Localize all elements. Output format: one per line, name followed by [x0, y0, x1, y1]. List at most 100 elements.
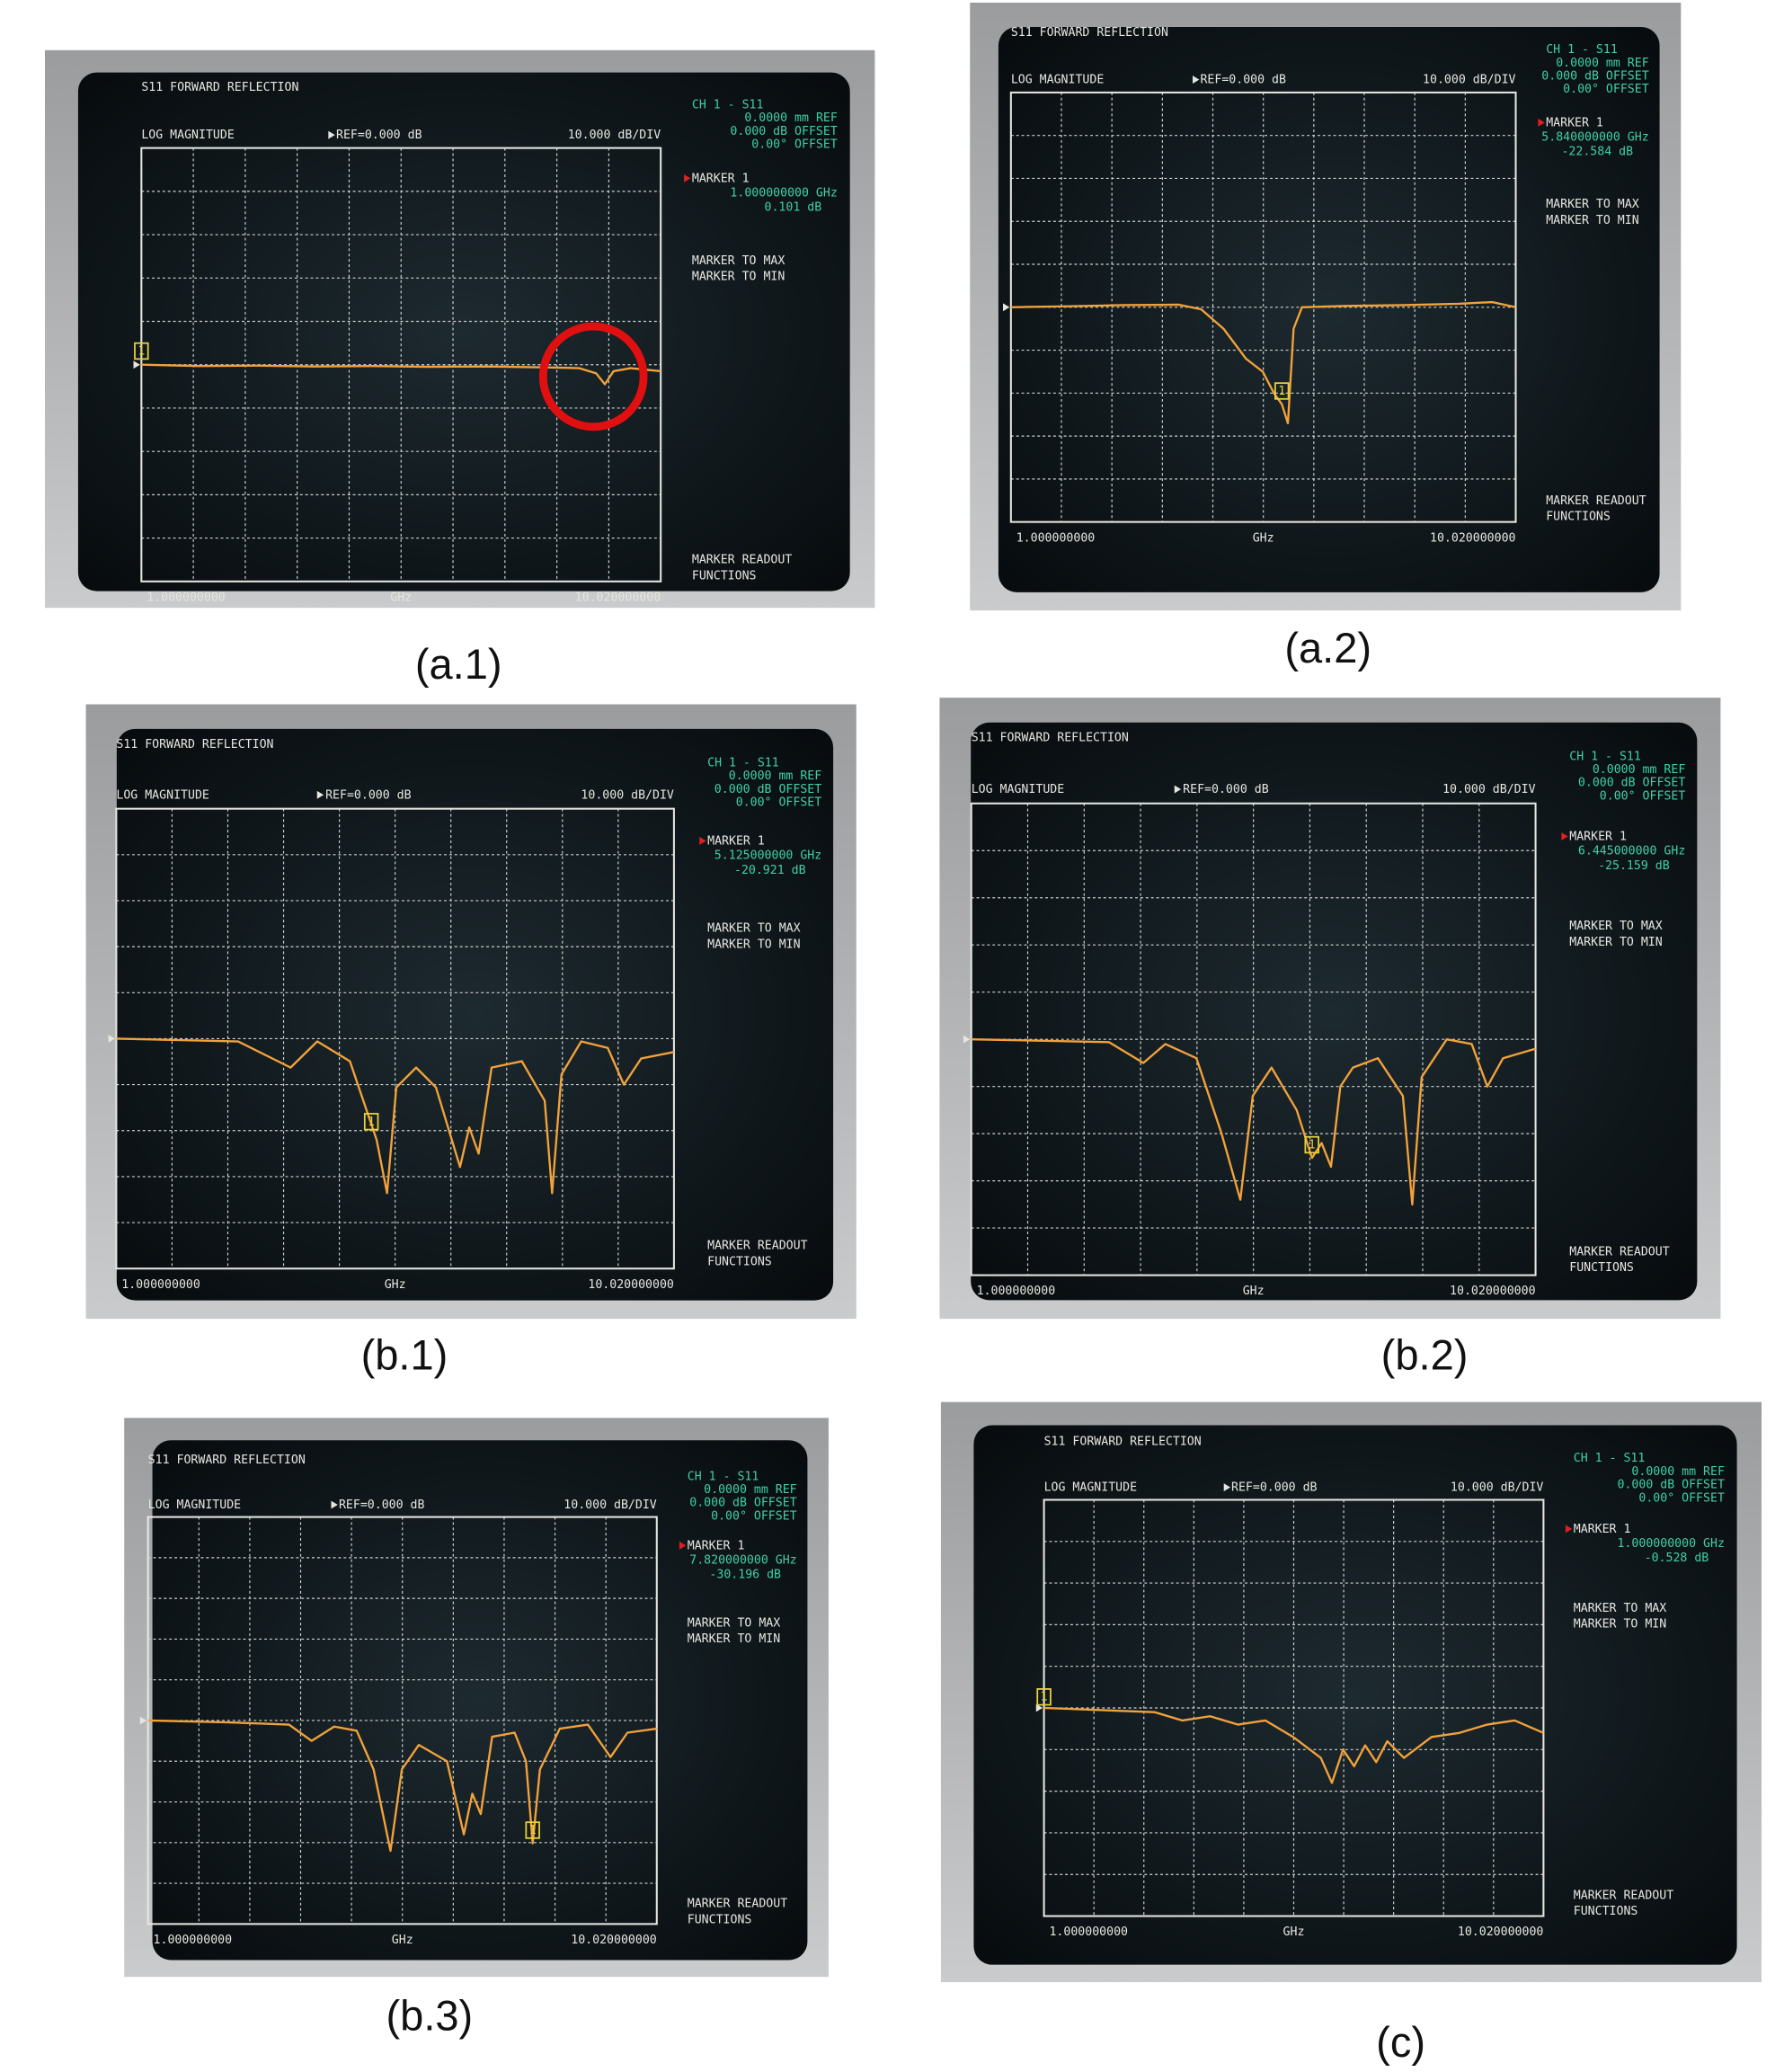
softkey-label: FUNCTIONS — [692, 569, 757, 582]
marker-tag: 1 — [1309, 1139, 1316, 1152]
softkey-label: FUNCTIONS — [688, 1913, 752, 1926]
setting-line: 0.00° OFFSET — [736, 796, 822, 810]
setting-line: 0.0000 mm REF — [729, 769, 822, 783]
softkey-label: MARKER TO MAX — [688, 1616, 781, 1630]
screen-title: S11 FORWARD REFLECTION — [1011, 26, 1168, 40]
panel-caption: (b.2) — [1381, 1331, 1469, 1379]
scale-label: 10.000 dB/DIV — [564, 1498, 657, 1512]
marker-level: -22.584 dB — [1561, 146, 1633, 159]
setting-line: 0.0000 mm REF — [744, 111, 838, 125]
figure: S11 FORWARD REFLECTION LOG MAGNITUDE REF=0… — [0, 0, 1784, 2072]
channel-label: CH 1 - S11 — [1546, 43, 1618, 57]
setting-line: 0.000 dB OFFSET — [730, 125, 837, 138]
softkey-label: MARKER TO MIN — [1569, 936, 1663, 949]
axis-unit: GHz — [390, 591, 412, 604]
screen-title: S11 FORWARD REFLECTION — [116, 738, 273, 751]
marker-frequency: 1.000000000 GHz — [730, 187, 837, 200]
channel-label: CH 1 - S11 — [1569, 750, 1641, 763]
monitor-screen — [153, 1440, 808, 1960]
softkey-label: MARKER TO MIN — [692, 271, 785, 284]
setting-line: 0.0000 mm REF — [1556, 57, 1649, 70]
marker-name: MARKER 1 — [1569, 831, 1627, 844]
softkey-label: FUNCTIONS — [1574, 1905, 1638, 1918]
marker-frequency: 6.445000000 GHz — [1578, 845, 1685, 858]
screen-title: S11 FORWARD REFLECTION — [141, 81, 298, 94]
format-label: LOG MAGNITUDE — [148, 1498, 242, 1512]
scale-label: 10.000 dB/DIV — [1442, 783, 1536, 796]
marker-frequency: 5.840000000 GHz — [1541, 131, 1648, 145]
screen-title: S11 FORWARD REFLECTION — [148, 1454, 306, 1467]
format-label: LOG MAGNITUDE — [1011, 74, 1105, 87]
marker-tag: 1 — [138, 345, 145, 359]
softkey-label: FUNCTIONS — [707, 1255, 772, 1268]
softkey-label: MARKER TO MIN — [688, 1632, 781, 1646]
marker-level: -30.196 dB — [709, 1569, 781, 1582]
marker-tag: 1 — [1041, 1691, 1048, 1704]
reference-label: REF=0.000 dB — [1200, 74, 1286, 87]
stop-frequency: 10.020000000 — [575, 591, 661, 604]
channel-label: CH 1 - S11 — [688, 1470, 759, 1483]
stop-frequency: 10.020000000 — [1430, 531, 1516, 545]
start-frequency: 1.000000000 — [977, 1285, 1056, 1298]
start-frequency: 1.000000000 — [1016, 531, 1096, 545]
marker-name: MARKER 1 — [1546, 116, 1603, 129]
panel-caption: (b.3) — [386, 1992, 474, 2040]
setting-line: 0.000 dB OFFSET — [1578, 777, 1685, 790]
page: S11 forward reflection screenshots {"pan… — [0, 0, 1784, 2072]
softkey-label: FUNCTIONS — [1546, 510, 1611, 523]
screenshot-panel: S11 FORWARD REFLECTIONLOG MAGNITUDEREF=0… — [941, 1402, 1762, 2066]
monitor-screen — [117, 729, 833, 1301]
softkey-label: FUNCTIONS — [1569, 1261, 1634, 1275]
softkey-label: MARKER TO MAX — [1569, 920, 1663, 933]
scale-label: 10.000 dB/DIV — [1423, 74, 1516, 87]
setting-line: 0.000 dB OFFSET — [714, 783, 821, 796]
scale-label: 10.000 dB/DIV — [1451, 1481, 1544, 1495]
monitor-screen — [973, 1426, 1736, 1965]
setting-line: 0.0000 mm REF — [704, 1483, 797, 1497]
setting-line: 0.00° OFFSET — [751, 138, 838, 152]
format-label: LOG MAGNITUDE — [1044, 1481, 1138, 1495]
marker-name: MARKER 1 — [692, 172, 750, 185]
marker-frequency: 5.125000000 GHz — [714, 849, 821, 863]
setting-line: 0.00° OFFSET — [711, 1509, 797, 1523]
format-label: LOG MAGNITUDE — [972, 783, 1065, 796]
softkey-label: MARKER READOUT — [688, 1898, 787, 1911]
channel-label: CH 1 - S11 — [1574, 1452, 1646, 1465]
marker-frequency: 7.820000000 GHz — [689, 1553, 796, 1567]
softkey-label: MARKER READOUT — [1569, 1245, 1669, 1258]
softkey-label: MARKER READOUT — [1574, 1889, 1673, 1902]
marker-frequency: 1.000000000 GHz — [1618, 1537, 1725, 1551]
channel-label: CH 1 - S11 — [707, 756, 779, 769]
axis-unit: GHz — [392, 1934, 413, 1947]
softkey-label: MARKER TO MAX — [692, 254, 785, 268]
softkey-label: MARKER TO MAX — [1546, 198, 1639, 211]
marker-level: -20.921 dB — [734, 864, 806, 877]
setting-line: 0.000 dB OFFSET — [1541, 70, 1648, 84]
format-label: LOG MAGNITUDE — [116, 788, 209, 802]
stop-frequency: 10.020000000 — [588, 1278, 674, 1292]
setting-line: 0.00° OFFSET — [1563, 83, 1649, 96]
reference-label: REF=0.000 dB — [1231, 1481, 1318, 1495]
stop-frequency: 10.020000000 — [1458, 1925, 1544, 1939]
marker-level: -25.159 dB — [1598, 859, 1670, 873]
panel-caption: (a.2) — [1284, 624, 1371, 671]
scale-label: 10.000 dB/DIV — [581, 788, 674, 802]
setting-line: 0.0000 mm REF — [1631, 1465, 1725, 1479]
marker-tag: 1 — [368, 1116, 375, 1129]
marker-level: -0.528 dB — [1645, 1552, 1709, 1565]
softkey-label: MARKER READOUT — [692, 554, 792, 567]
setting-line: 0.000 dB OFFSET — [689, 1497, 796, 1510]
softkey-label: MARKER TO MAX — [1574, 1602, 1667, 1615]
setting-line: 0.000 dB OFFSET — [1618, 1479, 1725, 1492]
softkey-label: MARKER TO MIN — [1546, 214, 1639, 227]
softkey-label: MARKER TO MAX — [707, 922, 801, 936]
start-frequency: 1.000000000 — [121, 1278, 200, 1292]
screenshot-panel: S11 FORWARD REFLECTIONLOG MAGNITUDEREF=0… — [939, 698, 1720, 1378]
marker-tag: 1 — [1278, 385, 1285, 398]
monitor-screen — [78, 73, 850, 591]
start-frequency: 1.000000000 — [154, 1934, 233, 1947]
marker-name: MARKER 1 — [707, 834, 765, 848]
marker-level: 0.101 dB — [765, 201, 822, 215]
